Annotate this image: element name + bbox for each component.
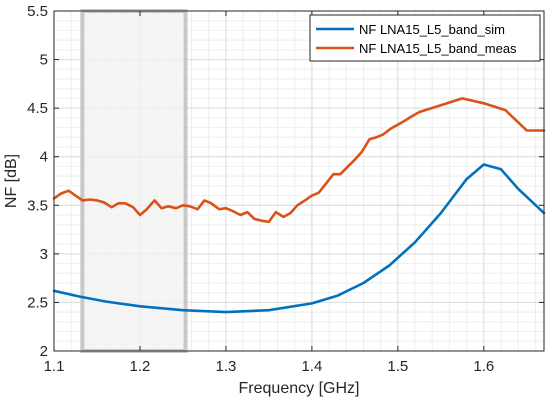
y-tick-labels: 2 2.5 3 3.5 4 4.5 5 5.5 bbox=[27, 3, 48, 360]
y-tick-label: 2.5 bbox=[27, 294, 48, 311]
y-axis-label: NF [dB] bbox=[3, 154, 20, 208]
y-tick-label: 5.5 bbox=[27, 3, 48, 20]
x-tick-label: 1.3 bbox=[216, 358, 237, 375]
plot-frame bbox=[53, 10, 545, 352]
legend-label: NF LNA15_L5_band_sim bbox=[359, 22, 505, 37]
y-tick-label: 4.5 bbox=[27, 100, 48, 117]
legend: NF LNA15_L5_band_sim NF LNA15_L5_band_mea… bbox=[309, 14, 541, 62]
series-layer bbox=[52, 97, 546, 314]
legend-box bbox=[309, 14, 541, 62]
series-line-sim bbox=[52, 163, 546, 314]
x-tick-label: 1.4 bbox=[301, 358, 322, 375]
y-tick-label: 4 bbox=[40, 149, 48, 166]
series-line-meas bbox=[52, 97, 546, 224]
y-tick-label: 5 bbox=[40, 52, 48, 69]
x-tick-label: 1.1 bbox=[44, 358, 65, 375]
legend-label: NF LNA15_L5_band_meas bbox=[359, 41, 517, 56]
y-tick-label: 3.5 bbox=[27, 197, 48, 214]
y-tick-label: 3 bbox=[40, 246, 48, 263]
y-tick-label: 2 bbox=[40, 343, 48, 360]
x-tick-label: 1.6 bbox=[473, 358, 494, 375]
x-tick-label: 1.5 bbox=[387, 358, 408, 375]
x-axis-label: Frequency [GHz] bbox=[239, 380, 360, 397]
highlight-band bbox=[80, 9, 188, 353]
x-tick-label: 1.2 bbox=[130, 358, 151, 375]
tick-marks bbox=[53, 10, 544, 352]
x-tick-labels: 1.1 1.2 1.3 1.4 1.5 1.6 bbox=[44, 358, 495, 375]
